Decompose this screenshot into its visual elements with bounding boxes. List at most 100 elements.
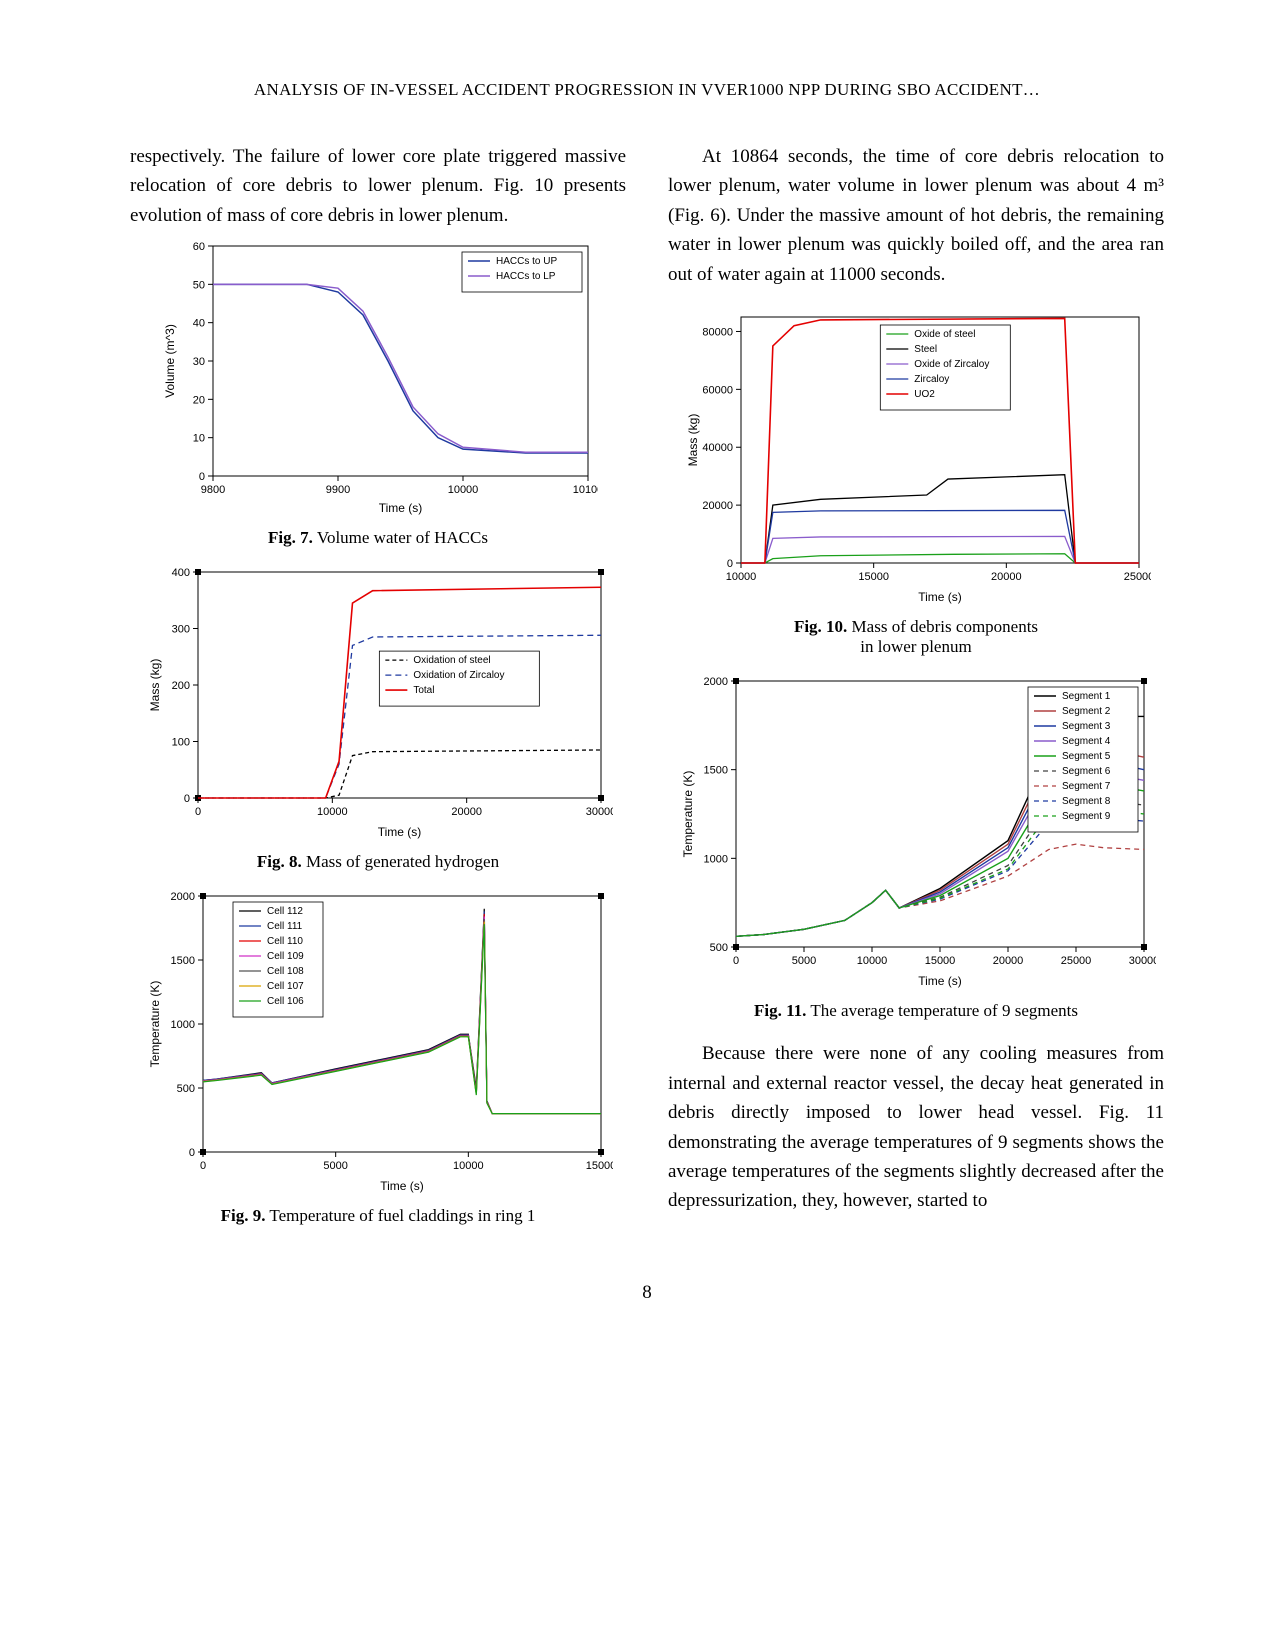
svg-text:20000: 20000 <box>991 571 1022 583</box>
right-para-2: Because there were none of any cooling m… <box>668 1039 1164 1216</box>
svg-text:30000: 30000 <box>586 806 613 818</box>
svg-text:1500: 1500 <box>171 955 195 967</box>
figure-9: 0 5000 10000 15000 0 500 1000 1500 2000 Time (s) T… <box>130 886 626 1196</box>
svg-text:Segment 3: Segment 3 <box>1062 721 1111 732</box>
svg-text:Segment 7: Segment 7 <box>1062 781 1111 792</box>
svg-text:Segment 2: Segment 2 <box>1062 706 1111 717</box>
svg-text:5000: 5000 <box>792 955 816 967</box>
chart-fig9: 0 5000 10000 15000 0 500 1000 1500 2000 Time (s) T… <box>143 886 613 1196</box>
svg-text:Segment 4: Segment 4 <box>1062 736 1111 747</box>
svg-text:50: 50 <box>193 280 205 292</box>
svg-text:25000: 25000 <box>1124 571 1151 583</box>
chart-fig11: 0500010000150002000025000300005001000150… <box>676 671 1156 991</box>
svg-text:Segment 1: Segment 1 <box>1062 691 1111 702</box>
svg-text:Segment 8: Segment 8 <box>1062 796 1111 807</box>
chart-fig8: 01000020000300000100200300400Time (s)Mas… <box>143 562 613 842</box>
svg-text:15000: 15000 <box>858 571 889 583</box>
svg-text:5000: 5000 <box>323 1160 347 1172</box>
svg-text:Volume (m^3): Volume (m^3) <box>163 324 177 398</box>
svg-text:Cell 110: Cell 110 <box>267 936 303 947</box>
svg-text:Segment 6: Segment 6 <box>1062 766 1111 777</box>
svg-text:400: 400 <box>172 567 190 579</box>
svg-text:10000: 10000 <box>448 484 479 496</box>
svg-text:40: 40 <box>193 318 205 330</box>
svg-text:Total: Total <box>413 685 434 696</box>
svg-text:Time (s): Time (s) <box>918 590 962 604</box>
svg-text:10000: 10000 <box>857 955 888 967</box>
svg-text:20000: 20000 <box>702 500 733 512</box>
running-head: ANALYSIS OF IN-VESSEL ACCIDENT PROGRESSI… <box>130 80 1164 100</box>
caption-10: Fig. 10. Mass of debris components in lo… <box>668 617 1164 657</box>
chart-fig7: 9800 9900 10000 10100 0 10 20 30 40 50 60 Time (s) V… <box>158 238 598 518</box>
svg-text:20000: 20000 <box>451 806 482 818</box>
svg-text:10: 10 <box>193 433 205 445</box>
chart-fig10: 10000 15000 20000 25000 0 20000 40000 60000 8000… <box>681 307 1151 607</box>
right-para-1: At 10864 seconds, the time of core debri… <box>668 142 1164 289</box>
svg-text:25000: 25000 <box>1061 955 1092 967</box>
page-number: 8 <box>130 1282 1164 1304</box>
figure-11: 0500010000150002000025000300005001000150… <box>668 671 1164 991</box>
caption-11: Fig. 11. The average temperature of 9 se… <box>668 1001 1164 1021</box>
svg-text:60: 60 <box>193 241 205 253</box>
svg-text:1000: 1000 <box>704 854 728 866</box>
svg-text:200: 200 <box>172 680 190 692</box>
svg-text:Cell 107: Cell 107 <box>267 981 304 992</box>
svg-text:0: 0 <box>733 955 739 967</box>
svg-text:Segment 9: Segment 9 <box>1062 811 1111 822</box>
svg-text:HACCs to LP: HACCs to LP <box>496 271 556 282</box>
svg-text:Cell 112: Cell 112 <box>267 906 303 917</box>
svg-text:Oxide of Zircaloy: Oxide of Zircaloy <box>914 359 989 370</box>
svg-text:500: 500 <box>177 1083 195 1095</box>
svg-text:9900: 9900 <box>326 484 350 496</box>
svg-text:500: 500 <box>710 942 728 954</box>
svg-text:2000: 2000 <box>171 891 195 903</box>
svg-text:Time (s): Time (s) <box>918 974 962 988</box>
figure-7: 9800 9900 10000 10100 0 10 20 30 40 50 60 Time (s) V… <box>130 238 626 518</box>
svg-text:Mass (kg): Mass (kg) <box>148 659 162 712</box>
svg-text:10000: 10000 <box>453 1160 484 1172</box>
right-column: At 10864 seconds, the time of core debri… <box>668 142 1164 1240</box>
svg-text:1500: 1500 <box>704 765 728 777</box>
svg-text:Zircaloy: Zircaloy <box>914 374 949 385</box>
figure-10: 10000 15000 20000 25000 0 20000 40000 60000 8000… <box>668 307 1164 607</box>
svg-text:Temperature (K): Temperature (K) <box>681 771 695 858</box>
svg-text:UO2: UO2 <box>914 389 935 400</box>
svg-text:10000: 10000 <box>726 571 757 583</box>
svg-text:10000: 10000 <box>317 806 348 818</box>
svg-text:15000: 15000 <box>586 1160 613 1172</box>
svg-text:10100: 10100 <box>573 484 598 496</box>
svg-text:0: 0 <box>199 471 205 483</box>
svg-text:60000: 60000 <box>702 385 733 397</box>
svg-text:9800: 9800 <box>201 484 225 496</box>
svg-text:Cell 109: Cell 109 <box>267 951 304 962</box>
svg-text:300: 300 <box>172 624 190 636</box>
svg-text:Oxide of steel: Oxide of steel <box>914 329 975 340</box>
svg-text:Oxidation of steel: Oxidation of steel <box>413 655 490 666</box>
caption-7: Fig. 7. Volume water of HACCs <box>130 528 626 548</box>
svg-text:80000: 80000 <box>702 327 733 339</box>
svg-text:0: 0 <box>727 558 733 570</box>
svg-text:Time (s): Time (s) <box>379 501 423 515</box>
caption-8: Fig. 8. Mass of generated hydrogen <box>130 852 626 872</box>
left-column: respectively. The failure of lower core … <box>130 142 626 1240</box>
svg-text:Cell 108: Cell 108 <box>267 966 304 977</box>
svg-text:Cell 106: Cell 106 <box>267 996 304 1007</box>
figure-8: 01000020000300000100200300400Time (s)Mas… <box>130 562 626 842</box>
svg-text:1000: 1000 <box>171 1019 195 1031</box>
svg-text:30: 30 <box>193 356 205 368</box>
svg-text:Cell 111: Cell 111 <box>267 921 303 932</box>
svg-text:Segment 5: Segment 5 <box>1062 751 1111 762</box>
svg-text:0: 0 <box>189 1147 195 1159</box>
svg-text:40000: 40000 <box>702 442 733 454</box>
svg-text:15000: 15000 <box>925 955 956 967</box>
caption-9: Fig. 9. Temperature of fuel claddings in… <box>130 1206 626 1226</box>
svg-text:20: 20 <box>193 395 205 407</box>
svg-text:100: 100 <box>172 737 190 749</box>
svg-text:0: 0 <box>200 1160 206 1172</box>
svg-text:Temperature (K): Temperature (K) <box>148 981 162 1068</box>
svg-text:Time (s): Time (s) <box>380 1179 424 1193</box>
svg-text:2000: 2000 <box>704 676 728 688</box>
svg-text:20000: 20000 <box>993 955 1024 967</box>
svg-text:0: 0 <box>195 806 201 818</box>
columns: respectively. The failure of lower core … <box>130 142 1164 1240</box>
